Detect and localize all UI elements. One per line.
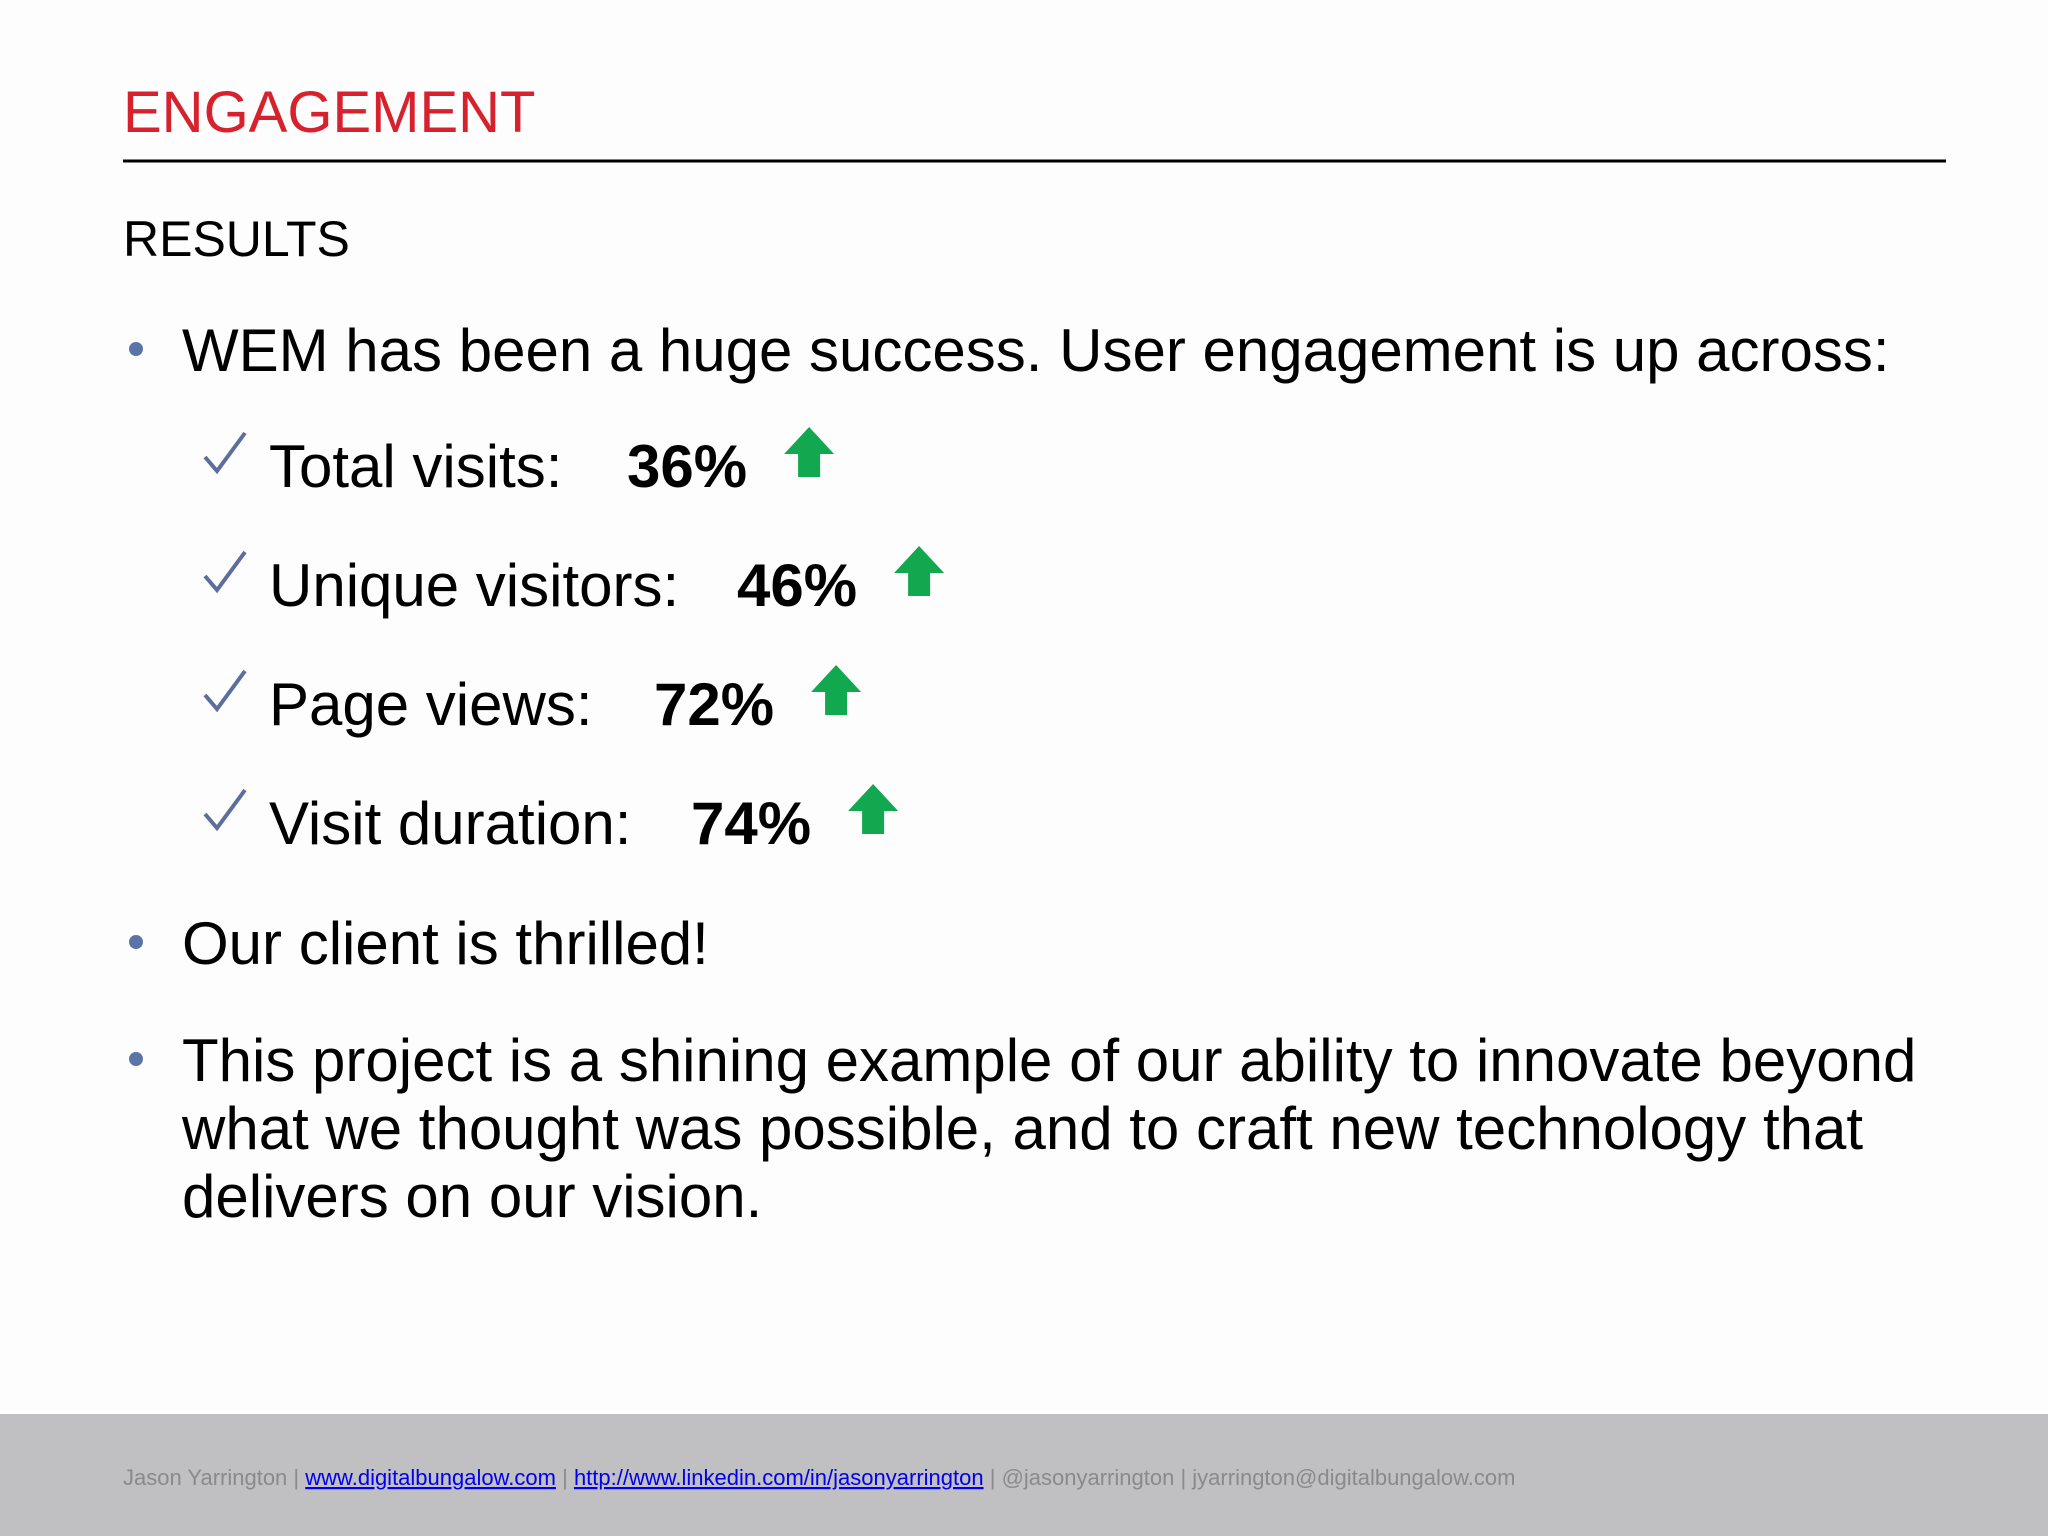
item-label: Total visits: <box>269 433 562 500</box>
footer-twitter: @jasonyarrington <box>1002 1465 1175 1490</box>
footer-linkedin[interactable]: http://www.linkedin.com/in/jasonyarringt… <box>574 1465 984 1490</box>
item-label: Visit duration: <box>269 790 631 857</box>
up-arrow <box>811 665 862 715</box>
check-mark <box>203 550 247 594</box>
up-arrow <box>784 427 835 477</box>
footer-band <box>0 1414 2048 1536</box>
slide-background <box>0 0 2048 1414</box>
bullet-text-line: This project is a shining example of our… <box>182 1027 1916 1094</box>
item-value: 72% <box>654 671 774 738</box>
bullet-dot <box>129 935 143 949</box>
bullet-text: WEM has been a huge success. User engage… <box>182 317 1890 384</box>
footer-separator: | <box>562 1465 568 1490</box>
bullet-dot <box>129 1052 143 1066</box>
up-arrow <box>894 546 945 596</box>
bullet-dot <box>129 342 143 356</box>
footer-separator: | <box>1180 1465 1186 1490</box>
footer-email: jyarrington@digitalbungalow.com <box>1191 1465 1515 1490</box>
slide-subtitle: RESULTS <box>123 211 350 267</box>
item-label: Page views: <box>269 671 593 738</box>
slide-title: ENGAGEMENT <box>123 80 536 145</box>
item-value: 46% <box>737 552 857 619</box>
check-mark <box>203 788 247 832</box>
content: WEM has been a huge success. User engage… <box>129 317 1916 1230</box>
bullet-text-line: what we thought was possible, and to cra… <box>181 1095 1863 1162</box>
item-value: 36% <box>627 433 747 500</box>
footer-name: Jason Yarrington <box>123 1465 287 1490</box>
bullet-text-line: delivers on our vision. <box>182 1163 762 1230</box>
item-label: Unique visitors: <box>269 552 679 619</box>
footer: Jason Yarrington | www.digitalbungalow.c… <box>123 1465 1515 1490</box>
footer-separator: | <box>293 1465 299 1490</box>
check-mark <box>203 669 247 713</box>
footer-separator: | <box>990 1465 996 1490</box>
footer-website[interactable]: www.digitalbungalow.com <box>304 1465 556 1490</box>
bullet-text: Our client is thrilled! <box>182 910 709 977</box>
check-mark <box>203 431 247 475</box>
up-arrow <box>848 784 899 834</box>
item-value: 74% <box>691 790 811 857</box>
